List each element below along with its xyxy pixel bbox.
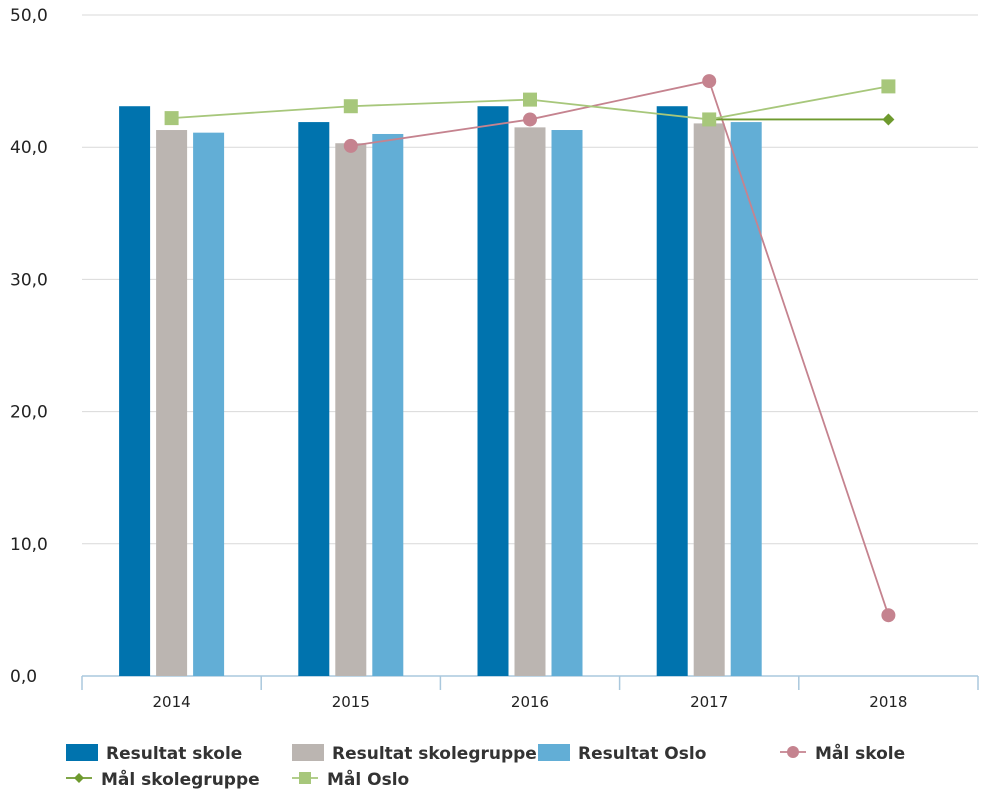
legend-item: Mål skolegruppe <box>66 768 260 790</box>
bar <box>693 123 725 677</box>
legend-item: Resultat skolegruppe <box>292 744 537 764</box>
legend-marker <box>787 746 799 758</box>
y-tick-label: 40,0 <box>10 138 48 158</box>
series-line <box>350 80 890 616</box>
legend-label: Mål Oslo <box>327 768 409 790</box>
legend-item: Resultat Oslo <box>538 744 706 764</box>
bar <box>730 122 762 676</box>
y-axis-tick-labels: 0,0 10,0 20,0 30,0 40,0 50,0 <box>10 6 48 687</box>
bar <box>551 130 583 676</box>
point-marker <box>882 113 895 126</box>
legend: Resultat skole Resultat skolegruppe Result… <box>66 742 905 790</box>
legend-swatch <box>66 744 98 761</box>
y-tick-label: 0,0 <box>10 667 37 687</box>
bar <box>477 106 509 676</box>
legend-label: Resultat skolegruppe <box>332 744 537 764</box>
point-marker <box>343 138 358 153</box>
legend-label: Mål skole <box>815 742 905 764</box>
x-tick-label: 2014 <box>153 693 191 711</box>
x-tick-label: 2016 <box>511 693 549 711</box>
point-marker <box>881 79 896 94</box>
bar <box>656 106 688 676</box>
point-marker <box>164 111 179 126</box>
legend-item: Mål skole <box>780 742 905 764</box>
legend-item: Resultat skole <box>66 744 242 764</box>
y-tick-label: 30,0 <box>10 270 48 290</box>
legend-label: Mål skolegruppe <box>101 768 260 790</box>
legend-label: Resultat skole <box>106 744 242 764</box>
point-marker <box>702 74 717 89</box>
legend-marker <box>299 772 311 784</box>
bar <box>156 130 188 676</box>
x-tick-label: 2018 <box>869 693 907 711</box>
x-tick-label: 2015 <box>332 693 370 711</box>
legend-item: Mål Oslo <box>292 768 409 790</box>
point-marker <box>343 99 358 114</box>
y-tick-label: 10,0 <box>10 535 48 555</box>
bar <box>514 127 546 677</box>
x-tick-label: 2017 <box>690 693 728 711</box>
legend-swatch <box>292 744 324 761</box>
bar <box>335 143 367 676</box>
point-marker <box>881 608 896 623</box>
bar <box>298 122 330 676</box>
bar <box>372 133 404 677</box>
point-marker <box>523 112 537 127</box>
legend-marker <box>74 773 84 783</box>
point-marker <box>702 112 717 127</box>
bar-series-group <box>119 106 762 677</box>
y-tick-label: 20,0 <box>10 403 48 423</box>
legend-label: Resultat Oslo <box>578 744 706 764</box>
x-axis: 2014 2015 2016 2017 2018 <box>81 675 979 711</box>
line-series-group <box>164 74 896 623</box>
bar <box>193 132 225 676</box>
point-marker <box>523 92 537 107</box>
bar <box>119 106 151 676</box>
y-tick-label: 50,0 <box>10 6 48 26</box>
legend-swatch <box>538 744 570 761</box>
